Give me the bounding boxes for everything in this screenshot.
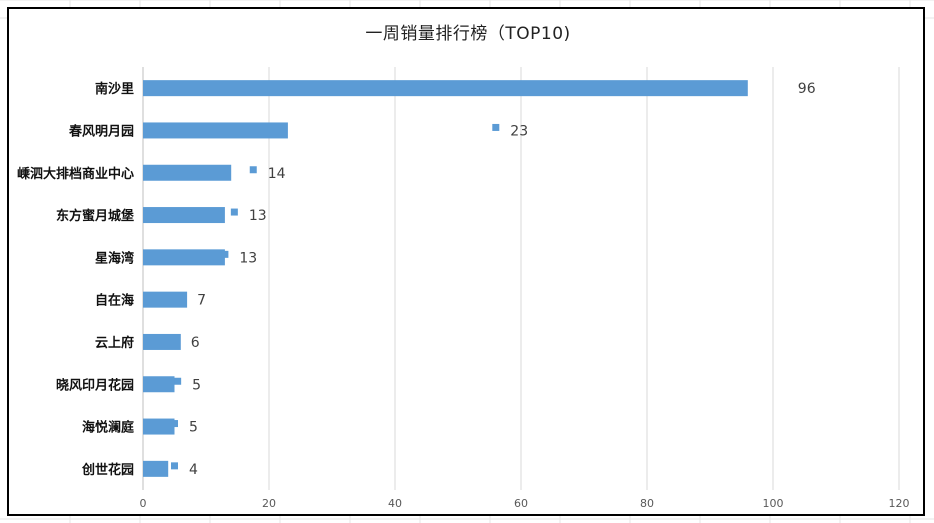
- x-tick-label: 100: [763, 497, 784, 510]
- marker-point: [249, 166, 257, 174]
- data-label: 4: [189, 462, 198, 478]
- bar: [143, 164, 232, 181]
- chart-title: 一周销量排行榜（TOP10): [365, 24, 571, 44]
- data-label: 23: [510, 123, 528, 139]
- category-label: 创世花园: [81, 462, 134, 478]
- category-label: 星海湾: [95, 250, 134, 266]
- bar: [143, 80, 748, 97]
- bar-chart-plot: 0 20 40 60 80 100 120 南沙里春风明月园嵊泗大排档商业中心东方蜜月城堡星海…: [17, 67, 910, 510]
- data-label: 13: [239, 250, 257, 266]
- data-label: 7: [197, 293, 206, 309]
- marker-point: [492, 123, 500, 131]
- x-tick-label: 40: [388, 497, 402, 510]
- category-label: 晓风印月花园: [56, 377, 134, 393]
- bar: [143, 207, 225, 224]
- marker-point: [230, 208, 238, 216]
- marker-point: [174, 377, 182, 385]
- data-label: 6: [191, 335, 200, 351]
- data-label: 5: [189, 420, 198, 436]
- marker-point: [171, 462, 178, 470]
- category-label: 东方蜜月城堡: [56, 208, 134, 224]
- category-label: 嵊泗大排档商业中心: [17, 166, 134, 182]
- data-label: 14: [268, 166, 286, 182]
- data-label: 5: [192, 377, 201, 393]
- chart-area[interactable]: 一周销量排行榜（TOP10) 0 20 40 60 80 100 120 南沙里春风明月园嵊泗…: [7, 7, 925, 516]
- x-tick-label: 60: [514, 497, 528, 510]
- marker-point: [171, 420, 178, 428]
- bar: [143, 460, 169, 477]
- category-label: 春风明月园: [68, 123, 134, 139]
- category-label: 南沙里: [95, 81, 134, 97]
- data-label: 96: [798, 81, 816, 97]
- bar: [143, 249, 225, 266]
- category-label: 云上府: [95, 335, 134, 351]
- bar: [143, 376, 175, 393]
- bar: [143, 333, 181, 350]
- bar: [143, 418, 175, 435]
- x-tick-label: 20: [262, 497, 276, 510]
- bar: [143, 291, 188, 308]
- bar: [143, 122, 288, 139]
- x-tick-label: 0: [140, 497, 147, 510]
- category-label: 自在海: [95, 293, 134, 309]
- data-label: 13: [249, 208, 267, 224]
- x-tick-label: 80: [640, 497, 654, 510]
- category-label: 海悦澜庭: [82, 420, 135, 436]
- x-tick-label: 120: [889, 497, 910, 510]
- marker-point: [221, 250, 229, 258]
